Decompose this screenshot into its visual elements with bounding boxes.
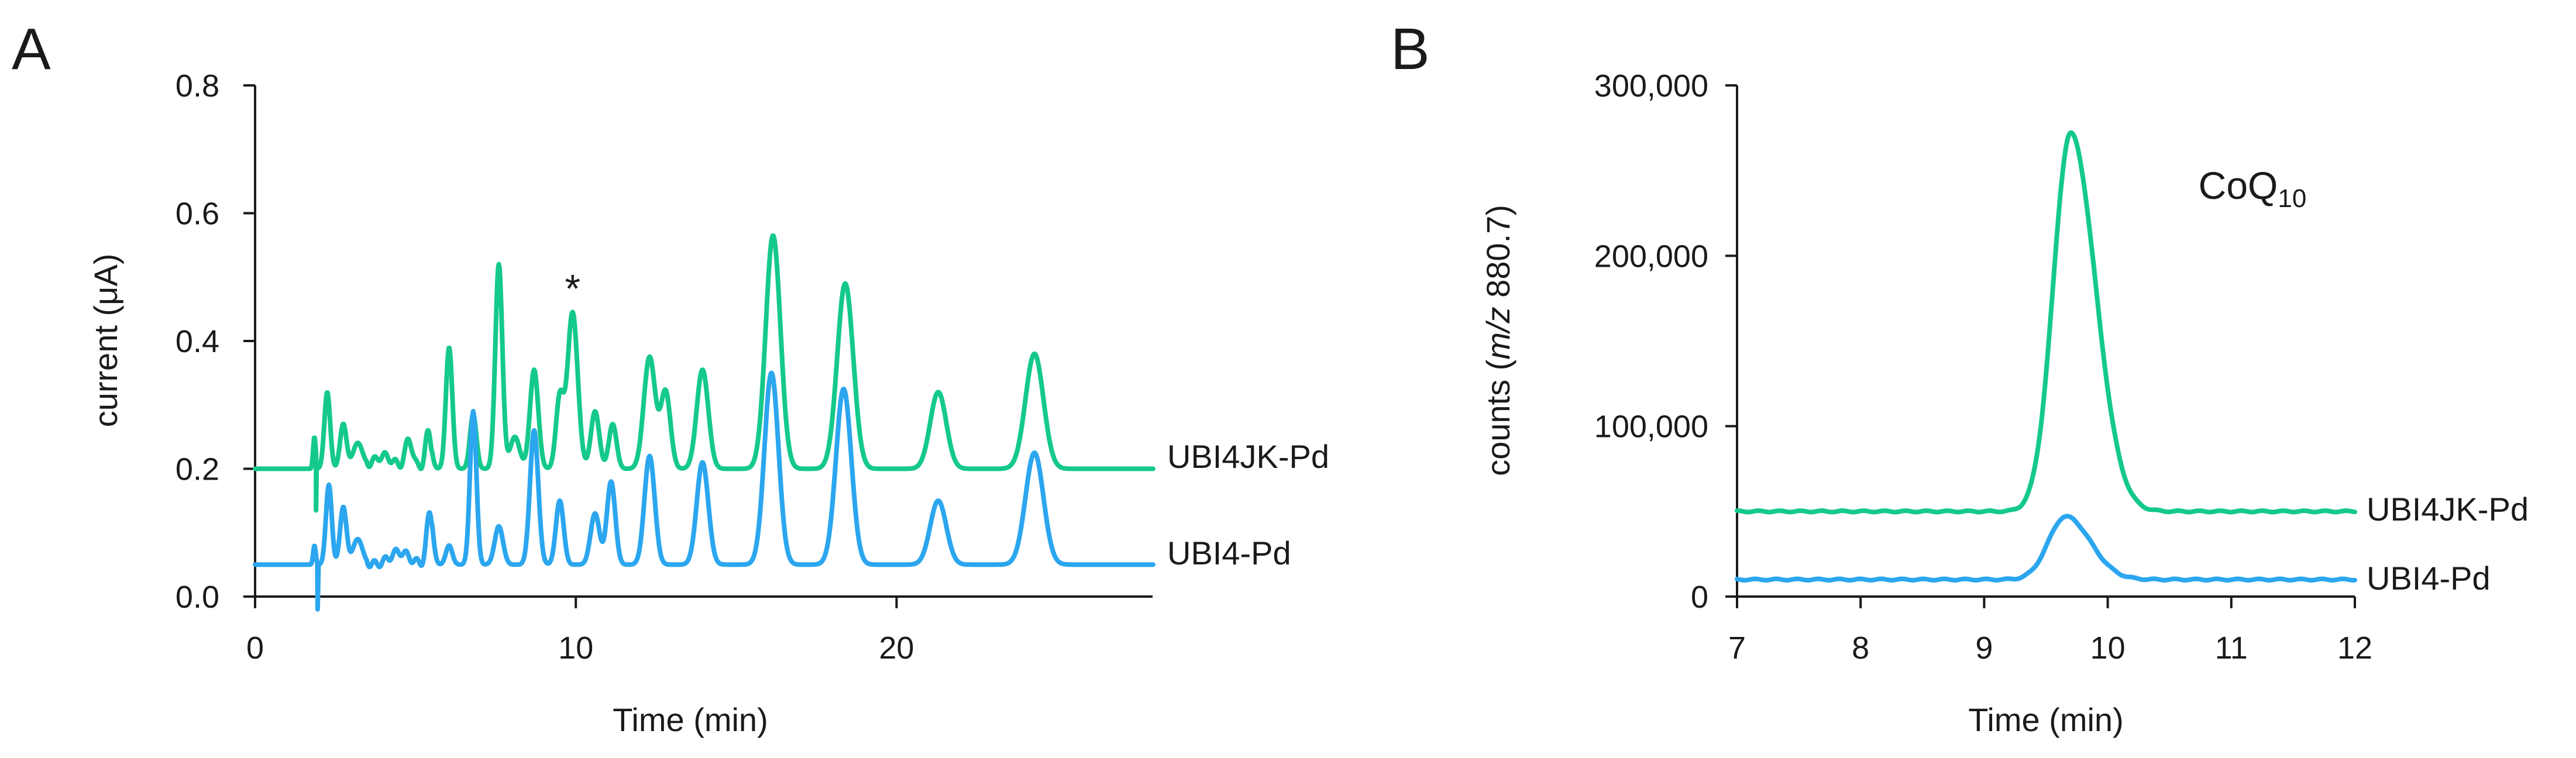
panel-b-trace-ubi4jk-pd [1735,130,2357,515]
panel-a-y-tick-label: 0.4 [176,324,219,359]
panel-a-y-ticks: 0.0 0.2 0.4 0.6 0.8 [176,68,255,615]
panel-a: A 0.0 0.2 0.4 0.6 0.8 0 10 20 Time (min) curre… [12,16,1329,738]
panel-letter-b: B [1391,16,1430,82]
panel-b-y-title-prefix: counts ( [1480,359,1516,476]
panel-a-label-ubi4jk-pd: UBI4JK-Pd [1167,438,1329,475]
panel-a-y-tick-label: 0.8 [176,68,219,104]
panel-b-label-ubi4-pd: UBI4-Pd [2367,560,2491,597]
panel-b-y-title-italic: m/z [1480,306,1516,359]
panel-a-peak-marker: * [565,267,580,311]
panel-b-trace-ubi4-pd [1735,514,2357,583]
panel-b-y-tick-label: 300,000 [1594,68,1708,104]
panel-a-y-tick-label: 0.6 [176,197,219,232]
panel-b-x-tick-label: 12 [2337,630,2372,666]
panel-b-y-ticks: 0 100,000 200,000 300,000 [1594,68,1737,615]
panel-a-label-ubi4-pd: UBI4-Pd [1167,535,1291,571]
panel-a-y-tick-label: 0.2 [176,452,219,487]
panel-b-x-tick-label: 8 [1852,630,1869,666]
panel-a-trace-ubi4jk-pd [253,233,1155,513]
panel-a-y-tick-label: 0.0 [176,580,219,615]
panel-b-x-tick-label: 7 [1728,630,1746,666]
panel-a-y-title: current (μA) [87,254,124,428]
panel-b-x-tick-label: 10 [2090,630,2126,666]
panel-b-y-tick-label: 0 [1691,580,1708,615]
panel-b-y-tick-label: 200,000 [1594,239,1708,274]
panel-b-y-tick-label: 100,000 [1594,409,1708,445]
panel-b-label-ubi4jk-pd: UBI4JK-Pd [2367,491,2529,528]
panel-letter-a: A [12,16,51,82]
panel-b-y-title-suffix: 880.7) [1480,205,1516,306]
panel-b-x-tick-label: 9 [1975,630,1993,666]
panel-b-annotation-sub: 10 [2278,184,2306,213]
panel-a-x-tick-label: 0 [246,630,264,666]
panel-a-x-title: Time (min) [613,701,768,738]
panel-b-annotation-main: CoQ [2199,164,2278,207]
panel-a-x-tick-label: 20 [879,630,914,666]
panel-a-x-ticks: 0 10 20 [246,597,914,666]
panel-b-annotation: CoQ10 [2199,164,2307,213]
panel-b-x-tick-label: 11 [2215,630,2248,666]
panel-a-trace-ubi4-pd [253,370,1155,612]
panel-a-x-tick-label: 10 [558,630,593,666]
panel-b-x-title: Time (min) [1968,701,2123,738]
panel-b-y-title: counts (m/z 880.7) [1480,205,1516,476]
panel-b-x-ticks: 7 8 9 10 11 12 [1728,597,2372,666]
panel-b: B 0 100,000 200,000 300,000 7 8 9 10 11 12 Time … [1391,16,2529,738]
